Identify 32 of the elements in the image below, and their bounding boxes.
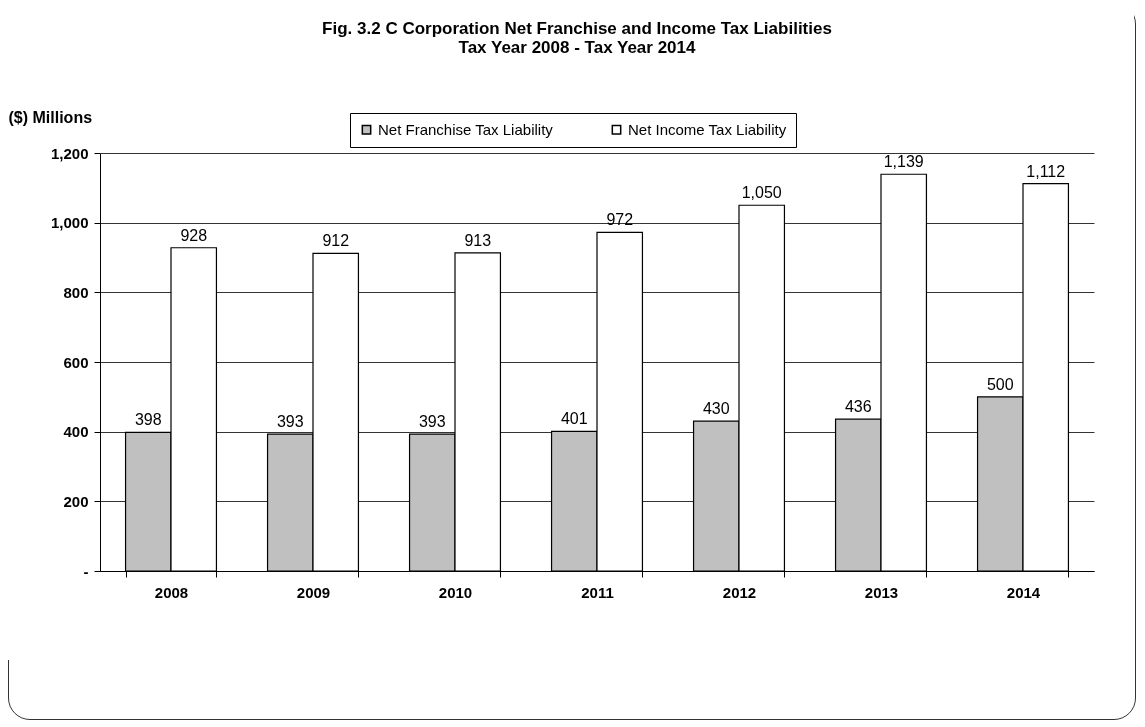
x-tick-label: 2010 [438, 583, 473, 601]
legend-label: Net Franchise Tax Liability [378, 120, 554, 138]
data-label: 913 [464, 231, 492, 249]
data-label: 1,050 [741, 184, 782, 202]
data-label: 430 [702, 400, 730, 418]
y-tick-label: 400 [63, 423, 89, 441]
y-tick-label: 1,200 [50, 144, 89, 162]
x-tick-label: 2013 [864, 583, 899, 601]
data-label: 398 [134, 411, 162, 429]
data-label: 393 [276, 413, 304, 431]
chart-subtitle: Tax Year 2008 - Tax Year 2014 [458, 38, 697, 57]
x-tick-label: 2014 [1006, 583, 1041, 601]
data-label: 928 [180, 226, 208, 244]
data-label: 1,139 [883, 153, 924, 171]
x-tick-label: 2012 [722, 583, 757, 601]
legend-label: Net Income Tax Liability [628, 120, 787, 138]
data-label: 401 [560, 410, 588, 428]
data-label: 500 [986, 375, 1014, 393]
y-axis-title: ($) Millions [8, 108, 93, 126]
y-tick-label: 1,000 [50, 214, 89, 232]
data-label: 436 [844, 398, 872, 416]
chart-title: Fig. 3.2 C Corporation Net Franchise and Income Tax Liabilities [322, 19, 832, 38]
x-tick-label: 2008 [154, 583, 189, 601]
y-tick-label: 200 [63, 492, 89, 510]
data-label: 1,112 [1026, 162, 1066, 180]
data-label: 393 [418, 413, 446, 431]
y-tick-label: 800 [63, 283, 89, 301]
data-label: 912 [322, 232, 350, 250]
y-tick-label: - [83, 562, 89, 580]
x-tick-label: 2011 [581, 583, 614, 601]
y-tick-label: 600 [63, 353, 89, 371]
x-tick-label: 2009 [296, 583, 331, 601]
